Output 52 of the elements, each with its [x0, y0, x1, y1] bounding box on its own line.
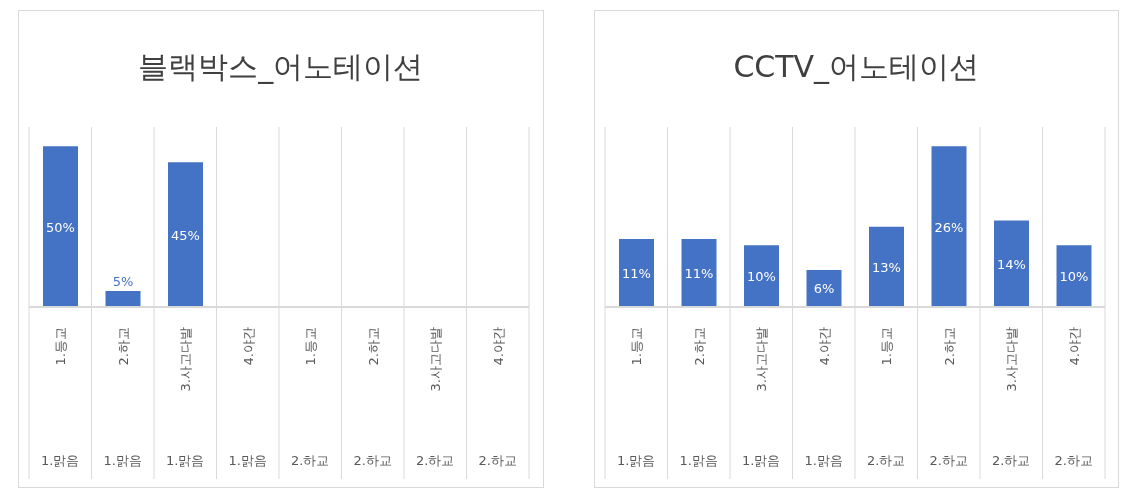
text: 2.하교	[929, 453, 968, 468]
text: 1.맑음	[804, 453, 843, 468]
x-tick-label: 2.하교	[941, 327, 957, 366]
text: 1.맑음	[103, 453, 142, 468]
chart-title: CCTV_어노테이션	[732, 48, 981, 86]
data-label: 10%	[746, 269, 776, 285]
x-tick-label: 4.야간	[490, 327, 506, 366]
x-tick-label: 3.사고다발	[753, 327, 769, 392]
bar	[618, 239, 654, 307]
data-label: 26%	[934, 219, 963, 235]
x-tick-label: 1.등교	[628, 327, 644, 366]
text: 1.맑음	[228, 453, 267, 468]
x-tick-label: 4.야간	[1066, 327, 1082, 366]
data-label: 13%	[871, 259, 901, 275]
x-tick-label: 1.등교	[53, 327, 69, 366]
text: 2.하교	[991, 453, 1030, 468]
bar	[993, 220, 1029, 307]
data-label: 10%	[1059, 269, 1088, 285]
text: 1.맑음	[616, 453, 655, 468]
text: 2.하교	[291, 453, 330, 468]
text: 1.맑음	[741, 453, 780, 468]
text: 1.맑음	[679, 453, 718, 468]
x-tick-label: 2.하교	[115, 327, 131, 366]
text: 1.맑음	[166, 453, 205, 468]
text: 2.하교	[353, 453, 392, 468]
text: 2.하교	[1054, 453, 1093, 468]
bar	[743, 245, 779, 307]
text: 2.하교	[478, 453, 517, 468]
text: 2.하교	[416, 453, 455, 468]
bar	[868, 226, 904, 307]
x-tick-label: 1.등교	[303, 327, 319, 366]
bar	[931, 146, 966, 307]
x-tick-label: 3.사고다발	[428, 327, 444, 392]
data-label: 50%	[46, 219, 75, 235]
text: 2.하교	[866, 453, 905, 468]
x-tick-label: 4.야간	[816, 327, 832, 366]
data-label: 14%	[996, 256, 1026, 272]
data-label: 6%	[813, 281, 834, 297]
text: 1.맑음	[41, 453, 80, 468]
data-label: 11%	[621, 266, 651, 281]
data-label: 5%	[112, 273, 134, 289]
x-tick-label: 1.등교	[878, 327, 894, 366]
x-tick-label: 3.사고다발	[178, 327, 194, 392]
x-tick-label: 3.사고다발	[1003, 327, 1019, 392]
chart-title: 블랙박스_어노테이션	[137, 48, 425, 86]
bar	[1056, 245, 1091, 307]
x-tick-label: 2.하교	[365, 327, 381, 366]
data-label: 45%	[171, 227, 200, 243]
data-label: 11%	[684, 266, 713, 281]
x-tick-label: 4.야간	[240, 327, 256, 366]
x-tick-label: 2.하교	[691, 327, 707, 366]
bar	[681, 239, 716, 307]
